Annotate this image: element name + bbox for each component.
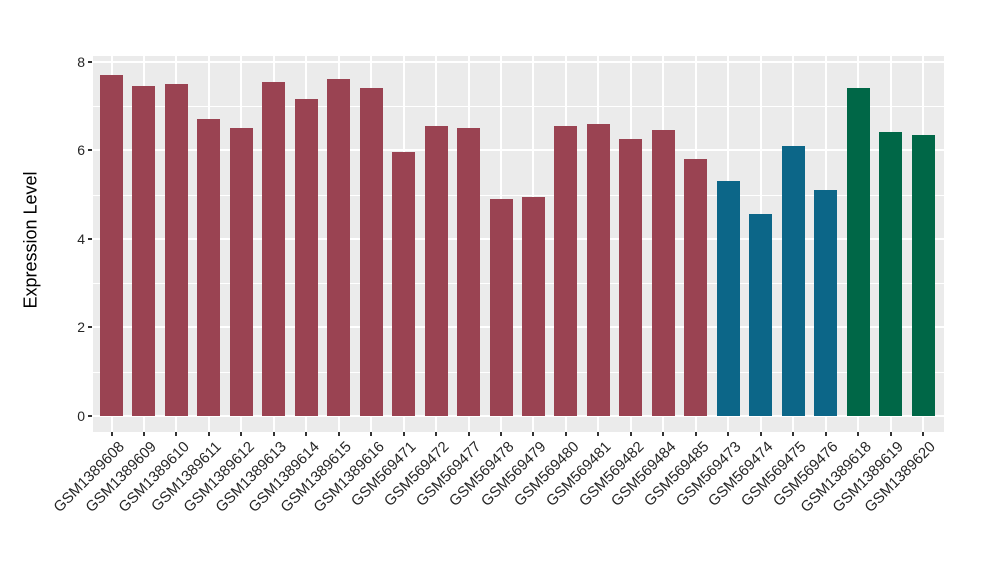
bar-GSM1389609: [132, 85, 156, 416]
bar-GSM1389610: [164, 83, 188, 416]
x-tick-mark: [629, 432, 632, 436]
y-tick-label: 0: [77, 408, 85, 424]
x-tick-mark: [922, 432, 924, 436]
bar-GSM569474: [749, 214, 773, 416]
bar-GSM569473: [716, 181, 740, 416]
bar-GSM569481: [586, 123, 610, 416]
y-axis-title: Expression Level: [20, 171, 41, 309]
y-tick-label: 8: [77, 53, 85, 70]
bar-GSM569484: [651, 130, 675, 416]
x-tick-mark: [727, 432, 730, 436]
x-tick-mark: [142, 432, 145, 436]
bar-GSM1389615: [327, 79, 351, 416]
gridline-minor-horizontal: [93, 194, 944, 196]
bar-GSM569479: [521, 196, 545, 416]
x-tick-mark: [110, 432, 113, 436]
x-tick-mark: [532, 432, 535, 436]
x-tick-mark: [792, 432, 795, 436]
bar-GSM1389618: [846, 88, 870, 416]
bar-GSM569477: [457, 128, 481, 416]
bar-GSM569475: [781, 145, 805, 416]
x-tick-mark: [370, 432, 373, 436]
y-tick-mark: [88, 326, 92, 329]
gridline-major-horizontal: [93, 60, 944, 63]
gridline-major-horizontal: [93, 326, 944, 329]
y-tick-label: 6: [77, 142, 85, 159]
bar-GSM1389613: [262, 81, 286, 416]
plot-panel: [93, 56, 944, 432]
y-tick-mark: [88, 60, 92, 63]
x-tick-mark: [824, 432, 827, 436]
x-tick-mark: [175, 432, 178, 436]
bar-GSM569482: [619, 139, 643, 416]
bar-GSM1389608: [100, 74, 123, 416]
bar-GSM1389620: [911, 134, 935, 416]
x-tick-mark: [305, 432, 308, 436]
x-tick-mark: [467, 432, 470, 436]
x-tick-mark: [889, 432, 892, 436]
gridline-major-horizontal: [93, 415, 944, 417]
x-tick-mark: [500, 432, 503, 436]
y-tick-mark: [88, 149, 92, 152]
x-tick-mark: [435, 432, 438, 436]
bar-GSM569472: [424, 125, 448, 416]
y-tick-mark: [88, 237, 92, 240]
x-tick-mark: [240, 432, 243, 436]
gridline-minor-horizontal: [93, 105, 944, 107]
x-tick-mark: [337, 432, 340, 436]
bar-GSM569478: [489, 198, 513, 416]
gridline-major-horizontal: [93, 237, 944, 240]
bar-GSM1389612: [229, 128, 253, 416]
gridline-major-horizontal: [93, 149, 944, 152]
bar-GSM569480: [554, 125, 578, 416]
bar-GSM1389616: [359, 88, 383, 416]
bar-GSM1389611: [197, 119, 221, 416]
x-tick-mark: [662, 432, 665, 436]
bar-GSM1389614: [294, 99, 318, 416]
x-tick-mark: [857, 432, 860, 436]
bar-GSM569476: [814, 190, 838, 416]
x-tick-mark: [564, 432, 567, 436]
x-tick-mark: [694, 432, 697, 436]
y-tick-mark: [88, 415, 92, 417]
y-tick-label: 4: [77, 230, 85, 247]
bar-GSM569485: [684, 159, 708, 416]
bar-GSM569471: [392, 152, 416, 416]
x-tick-mark: [402, 432, 405, 436]
gridline-minor-horizontal: [93, 283, 944, 285]
x-tick-mark: [272, 432, 275, 436]
x-tick-mark: [207, 432, 210, 436]
x-tick-mark: [759, 432, 762, 436]
x-tick-mark: [597, 432, 600, 436]
y-tick-label: 2: [77, 319, 85, 336]
gridline-minor-horizontal: [93, 371, 944, 373]
bar-GSM1389619: [879, 132, 903, 416]
